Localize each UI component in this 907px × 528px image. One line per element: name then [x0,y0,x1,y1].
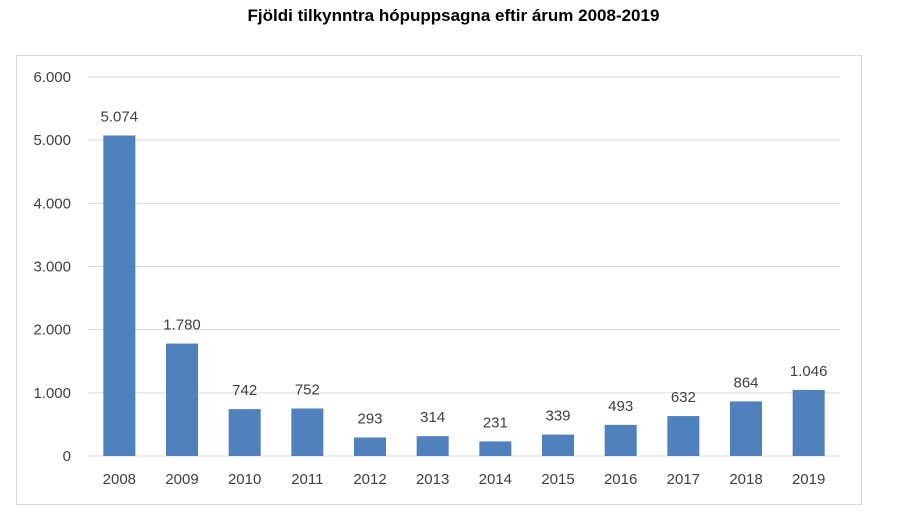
y-tick-label: 1.000 [33,385,71,402]
x-tick-label: 2008 [103,471,136,488]
data-label: 314 [420,409,445,426]
bar [479,441,512,456]
data-label: 5.074 [101,108,139,125]
bar [291,408,324,456]
bar [228,409,261,456]
data-label: 1.046 [790,363,828,380]
bar [604,424,637,456]
data-label: 1.780 [163,317,201,334]
data-label: 632 [671,389,696,406]
x-tick-label: 2015 [541,471,574,488]
y-tick-label: 4.000 [33,195,71,212]
x-tick-label: 2012 [353,471,386,488]
chart-frame [16,55,862,505]
x-tick-label: 2017 [667,471,700,488]
bar [542,434,574,456]
y-tick-label: 6.000 [33,69,71,86]
bar [103,135,136,456]
bar [792,389,825,456]
data-label: 493 [608,398,633,415]
y-tick-label: 5.000 [33,132,71,149]
data-label: 293 [357,410,382,427]
x-tick-label: 2019 [792,471,825,488]
x-tick-label: 2011 [291,471,323,488]
bar [166,343,198,456]
bar [667,416,700,456]
y-tick-label: 3.000 [33,259,71,276]
bar [354,437,386,456]
data-label: 339 [545,408,570,425]
x-tick-label: 2010 [228,471,261,488]
bar [730,401,762,456]
data-label: 231 [483,414,508,431]
chart-title: Fjöldi tilkynntra hópuppsagna eftir árum… [247,6,660,25]
x-tick-label: 2013 [416,471,449,488]
x-tick-label: 2018 [729,471,762,488]
y-tick-label: 2.000 [33,322,71,339]
data-label: 864 [733,374,758,391]
bar [416,436,449,456]
data-label: 752 [295,381,320,398]
data-label: 742 [232,382,257,399]
x-tick-label: 2014 [479,471,512,488]
x-tick-label: 2016 [604,471,637,488]
y-tick-label: 0 [63,448,71,465]
x-tick-label: 2009 [165,471,198,488]
